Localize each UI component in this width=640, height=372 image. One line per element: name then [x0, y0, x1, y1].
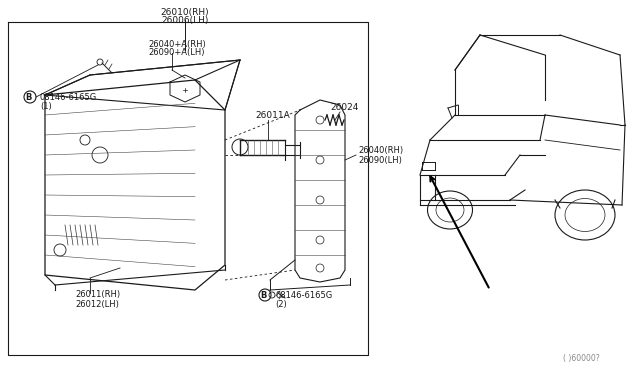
Text: B: B — [260, 291, 266, 299]
Text: 26011(RH): 26011(RH) — [75, 291, 120, 299]
Text: 26012(LH): 26012(LH) — [75, 301, 119, 310]
Text: 26090+A(LH): 26090+A(LH) — [148, 48, 205, 58]
Text: 26040(RH): 26040(RH) — [358, 145, 403, 154]
Text: 26006(LH): 26006(LH) — [161, 16, 209, 25]
Text: ( )60000?: ( )60000? — [563, 353, 600, 362]
Text: 08146-6165G: 08146-6165G — [275, 291, 332, 299]
Text: (1): (1) — [40, 102, 52, 110]
Text: B: B — [25, 93, 31, 102]
Text: 08146-6165G: 08146-6165G — [40, 93, 97, 102]
Text: 26024: 26024 — [330, 103, 358, 112]
Text: 26011A: 26011A — [255, 110, 290, 119]
Text: 26040+A(RH): 26040+A(RH) — [148, 39, 205, 48]
Text: 26010(RH): 26010(RH) — [161, 7, 209, 16]
Text: 26090(LH): 26090(LH) — [358, 155, 402, 164]
Text: (2): (2) — [275, 301, 287, 310]
